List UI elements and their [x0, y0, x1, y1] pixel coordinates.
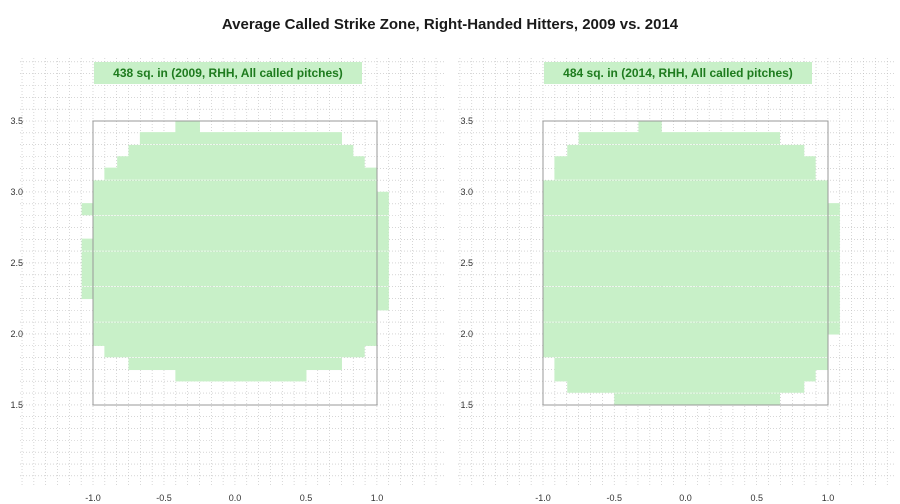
x-tick-label: 0.0: [229, 493, 242, 502]
zone-row-0: [175, 120, 200, 133]
x-tick-label: -1.0: [535, 493, 551, 502]
zone-row-1: [139, 132, 342, 145]
zone-row-19: [543, 345, 829, 358]
y-tick-label: 1.5: [10, 400, 23, 410]
zone-row-13: [81, 274, 389, 287]
zone-row-15: [93, 298, 389, 311]
zone-row-16: [93, 309, 378, 322]
zone-area-label-text: 484 sq. in (2014, RHH, All called pitche…: [563, 66, 793, 80]
zone-area-label: 484 sq. in (2014, RHH, All called pitche…: [544, 62, 812, 84]
y-tick-label: 1.5: [460, 400, 473, 410]
zone-row-2: [128, 144, 354, 158]
zone-row-10: [543, 238, 840, 251]
zone-row-4: [104, 167, 378, 180]
y-tick-label: 2.0: [10, 329, 23, 339]
zone-row-7: [543, 203, 840, 216]
y-tick-label: 3.5: [460, 116, 473, 126]
zone-row-18: [543, 333, 829, 346]
rulebook-zone-frame: [92, 120, 378, 406]
zone-row-4: [554, 167, 816, 180]
zone-row-14: [543, 286, 840, 300]
zone-panel-2009: -1.0 -0.5 0.0 0.5 1.0 1.5 2.0 2.5 3.0 3.5 438 sq. …: [10, 58, 445, 502]
strike-zone-region: [543, 120, 840, 406]
chart-title: Average Called Strike Zone, Right-Handed…: [221, 16, 679, 33]
zone-row-8: [93, 215, 389, 229]
zone-row-12: [543, 262, 840, 275]
x-tick-label: 0.5: [300, 493, 313, 502]
zone-row-11: [543, 251, 840, 264]
zone-row-19: [104, 345, 365, 358]
zone-row-18: [93, 333, 378, 346]
zone-row-5: [543, 180, 829, 193]
zone-row-17: [543, 322, 840, 335]
zone-row-16: [543, 309, 840, 322]
zone-row-8: [543, 215, 840, 229]
zone-row-13: [543, 274, 840, 287]
y-tick-label: 2.0: [460, 329, 473, 339]
zone-area-label-bg: [94, 62, 362, 84]
zone-row-7: [81, 203, 389, 216]
zone-area-label-bg: [544, 62, 812, 84]
x-tick-label: -1.0: [85, 493, 101, 502]
zone-row-0: [638, 120, 662, 133]
x-tick-label: 0.0: [679, 493, 692, 502]
zone-row-9: [93, 227, 389, 240]
zone-row-6: [543, 191, 829, 204]
zone-row-6: [93, 191, 389, 204]
zone-row-21: [175, 369, 307, 382]
zone-row-20: [128, 357, 342, 371]
zone-row-21: [554, 369, 816, 382]
zone-area-label: 438 sq. in (2009, RHH, All called pitche…: [94, 62, 362, 84]
y-tick-label: 2.5: [10, 258, 23, 268]
x-tick-label: 1.0: [371, 493, 384, 502]
zone-row-20: [554, 357, 829, 371]
zone-row-5: [93, 180, 378, 193]
zone-row-15: [543, 298, 840, 311]
rulebook-zone-frame: [542, 120, 829, 406]
zone-row-1: [578, 132, 781, 145]
zone-row-9: [543, 227, 840, 240]
zone-row-14: [81, 286, 389, 300]
zone-row-2: [567, 144, 805, 158]
zone-row-17: [93, 322, 378, 335]
x-tick-label: 1.0: [822, 493, 835, 502]
zone-panel-2014: -1.0 -0.5 0.0 0.5 1.0 1.5 2.0 2.5 3.0 3.5 484 sq. …: [458, 58, 894, 502]
zone-row-10: [81, 238, 389, 251]
zone-row-23: [614, 393, 781, 406]
zone-row-11: [81, 251, 389, 264]
zone-row-3: [554, 156, 816, 169]
zone-row-12: [81, 262, 389, 275]
x-tick-label: -0.5: [606, 493, 622, 502]
y-tick-label: 3.5: [10, 116, 23, 126]
x-tick-label: 0.5: [750, 493, 763, 502]
zone-row-22: [567, 380, 805, 393]
y-tick-label: 3.0: [10, 187, 23, 197]
strike-zone-region: [81, 120, 389, 382]
zone-area-label-text: 438 sq. in (2009, RHH, All called pitche…: [113, 66, 343, 80]
y-tick-label: 2.5: [460, 258, 473, 268]
y-tick-label: 3.0: [460, 187, 473, 197]
x-tick-label: -0.5: [156, 493, 172, 502]
zone-row-3: [117, 156, 365, 169]
